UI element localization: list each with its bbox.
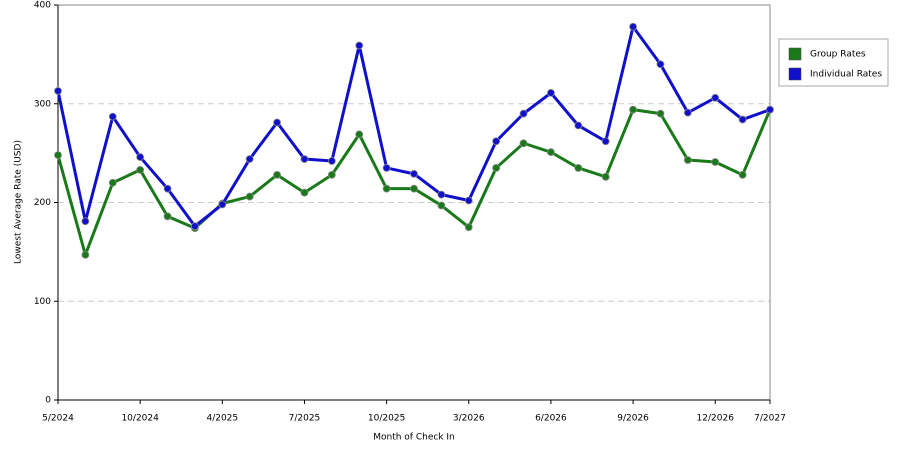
data-point [382,164,391,172]
data-point [437,190,446,199]
data-point [327,157,336,165]
x-tick-label: 10/2024 [121,414,159,424]
y-tick-label: 100 [34,297,51,307]
x-tick-label: 6/2026 [535,414,567,424]
data-point [738,115,747,124]
data-point [54,87,62,95]
data-point [437,201,446,210]
data-point [738,170,747,179]
data-point [492,164,501,172]
data-point [273,118,281,127]
data-point [711,158,720,166]
data-point [191,222,199,231]
legend-label: Individual Rates [810,70,882,80]
data-point [136,153,145,161]
legend-swatch [788,47,802,61]
data-point [382,184,391,193]
data-point [492,137,501,146]
data-point [574,164,583,172]
y-tick-label: 400 [34,1,51,11]
data-point [656,109,665,118]
data-point [136,166,145,174]
x-tick-label: 5/2024 [42,414,74,424]
x-tick-label: 7/2027 [754,414,786,424]
data-point [355,41,364,50]
x-tick-label: 10/2025 [368,414,405,424]
data-point [163,212,172,221]
data-point [163,184,172,193]
data-point [683,156,692,164]
data-point [300,188,309,197]
data-point [355,130,364,139]
data-point [245,192,254,201]
data-point [327,170,336,179]
data-point [245,155,254,163]
x-tick-label: 12/2026 [697,414,735,424]
data-point [81,217,90,226]
data-point [547,88,555,97]
y-tick-label: 200 [34,198,51,208]
data-point [547,148,555,157]
data-point [601,137,610,146]
y-tick-label: 0 [45,396,51,406]
data-point [54,151,62,160]
x-tick-label: 7/2025 [289,414,321,424]
x-tick-label: 3/2026 [453,414,485,424]
data-point [108,178,117,187]
data-point [108,112,117,121]
data-point [464,223,473,232]
data-point [519,109,528,118]
data-point [410,169,418,178]
legend-label: Group Rates [810,50,866,60]
data-point [218,200,227,209]
data-point [656,60,665,69]
data-point [300,155,309,163]
data-point [766,105,774,114]
legend-swatch [788,67,802,81]
data-point [711,93,720,102]
data-point [410,184,418,193]
data-point [464,196,473,205]
y-axis-label: Lowest Average Rate (USD) [14,140,24,264]
data-point [81,250,90,259]
x-tick-label: 4/2025 [206,414,238,424]
y-tick-label: 300 [34,99,51,109]
data-point [601,172,610,181]
data-point [629,22,637,31]
data-point [574,121,583,130]
x-axis-label: Month of Check In [373,433,455,443]
data-point [273,170,281,179]
x-tick-label: 9/2026 [617,414,649,424]
data-point [683,108,692,117]
data-point [629,105,637,114]
data-point [519,139,528,148]
